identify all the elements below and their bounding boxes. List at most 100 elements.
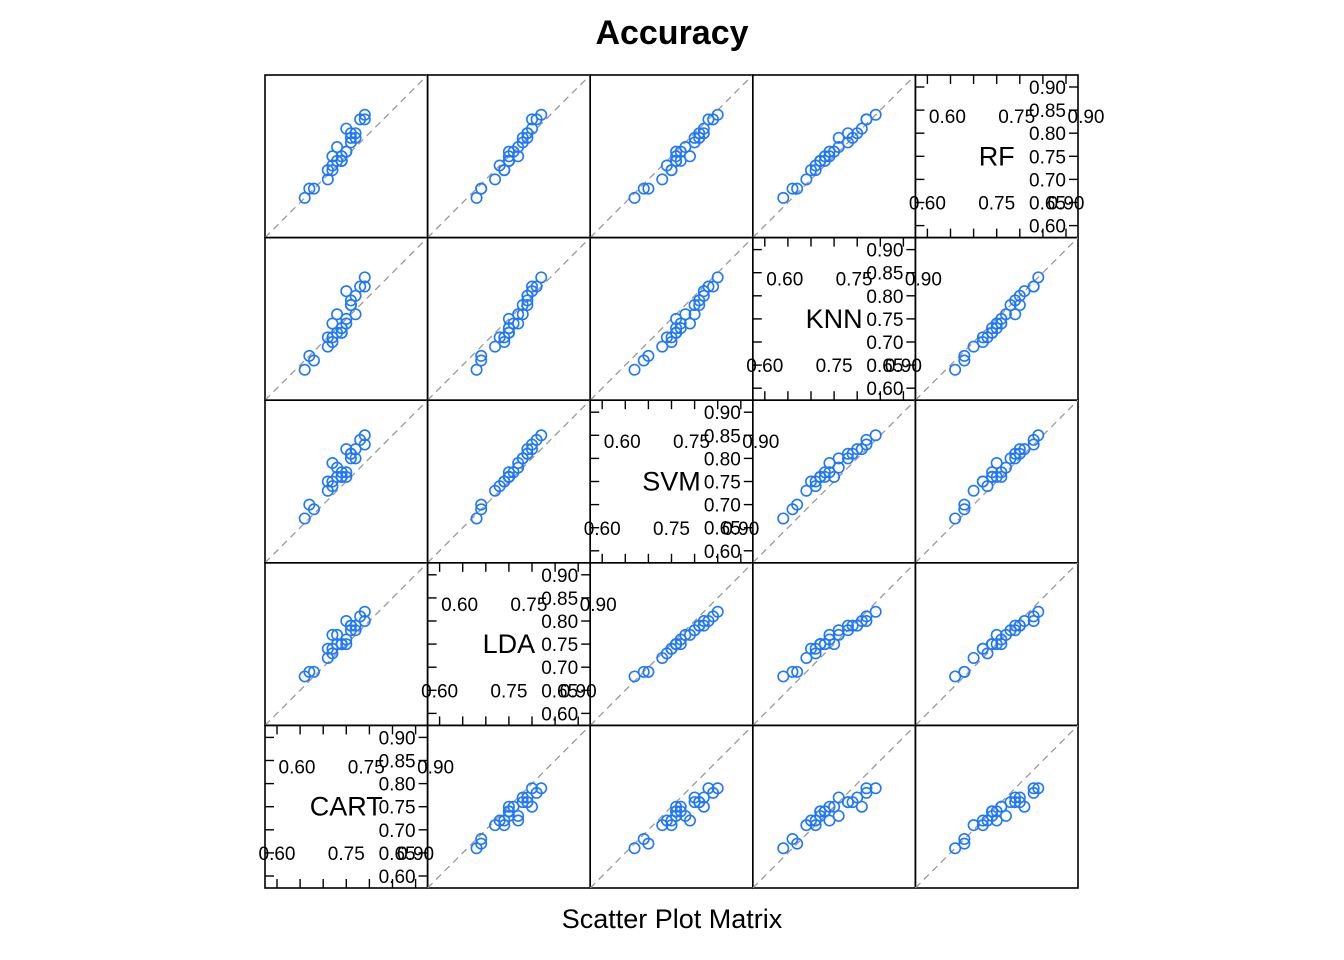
y-tick-label: 0.85 bbox=[379, 752, 416, 773]
data-point bbox=[470, 363, 483, 376]
data-point bbox=[326, 642, 339, 655]
data-point bbox=[637, 182, 650, 195]
data-point bbox=[832, 791, 845, 804]
data-point bbox=[670, 800, 683, 813]
data-point bbox=[512, 317, 525, 330]
data-point bbox=[340, 470, 353, 483]
data-point bbox=[521, 791, 534, 804]
data-point bbox=[800, 173, 813, 186]
data-point bbox=[535, 271, 548, 284]
x-tick-label: 0.60 bbox=[259, 844, 296, 865]
x-tick-label: 0.90 bbox=[560, 681, 597, 702]
data-point bbox=[809, 164, 822, 177]
data-point bbox=[1009, 624, 1022, 637]
panel-rf-vs-rf: RF0.600.650.700.750.800.850.900.60 0.75 0.… bbox=[909, 74, 1104, 239]
variable-name-rf: RF bbox=[979, 141, 1015, 171]
data-point bbox=[326, 331, 339, 344]
panel-cart-vs-lda bbox=[426, 724, 592, 889]
data-point bbox=[331, 461, 344, 474]
data-point bbox=[642, 349, 655, 362]
panel-cart-vs-svm bbox=[589, 724, 754, 889]
data-point bbox=[670, 322, 683, 335]
panel-lda-vs-svm bbox=[589, 561, 754, 727]
panel-lda-vs-rf bbox=[914, 561, 1079, 727]
data-point bbox=[707, 610, 720, 623]
data-point bbox=[525, 113, 538, 126]
panel-rf-vs-knn bbox=[751, 74, 917, 239]
data-point bbox=[493, 159, 506, 172]
data-point bbox=[340, 285, 353, 298]
data-point bbox=[358, 113, 371, 126]
data-point bbox=[502, 145, 515, 158]
data-point bbox=[823, 628, 836, 641]
data-point bbox=[303, 349, 316, 362]
data-point bbox=[809, 647, 822, 660]
panel-svm-vs-lda bbox=[426, 399, 592, 564]
panel-grid: RF0.600.650.700.750.800.850.900.60 0.75 0.… bbox=[259, 74, 1104, 889]
y-tick-label: 0.60 bbox=[866, 379, 903, 400]
data-point bbox=[1009, 452, 1022, 465]
data-point bbox=[670, 154, 683, 167]
x-tick-label: 0.75 bbox=[510, 595, 547, 616]
data-point bbox=[344, 452, 357, 465]
panel-rf-vs-cart bbox=[264, 74, 429, 239]
data-point bbox=[702, 113, 715, 126]
data-point bbox=[999, 809, 1012, 822]
data-point bbox=[832, 452, 845, 465]
data-point bbox=[800, 484, 813, 497]
data-point bbox=[958, 354, 971, 367]
data-point bbox=[475, 503, 488, 516]
data-point bbox=[321, 340, 334, 353]
data-point bbox=[995, 638, 1008, 651]
variable-name-svm: SVM bbox=[642, 467, 701, 497]
data-point bbox=[967, 819, 980, 832]
y-tick-label: 0.70 bbox=[1029, 170, 1066, 191]
data-point bbox=[949, 363, 962, 376]
data-point bbox=[967, 484, 980, 497]
data-point bbox=[958, 833, 971, 846]
data-point bbox=[1009, 796, 1022, 809]
data-point bbox=[670, 145, 683, 158]
data-point bbox=[777, 842, 790, 855]
y-tick-label: 0.90 bbox=[1029, 78, 1066, 99]
data-point bbox=[846, 447, 859, 460]
data-point bbox=[340, 312, 353, 325]
data-point bbox=[981, 647, 994, 660]
data-point bbox=[475, 498, 488, 511]
y-tick-label: 0.90 bbox=[704, 403, 741, 424]
data-point bbox=[809, 480, 822, 493]
data-point bbox=[307, 182, 320, 195]
y-tick-label: 0.90 bbox=[541, 566, 578, 587]
data-point bbox=[512, 308, 525, 321]
y-tick-label: 0.65 bbox=[704, 519, 741, 540]
x-tick-label: 0.90 bbox=[905, 270, 942, 291]
data-point bbox=[869, 605, 882, 618]
data-point bbox=[1009, 447, 1022, 460]
data-point bbox=[688, 796, 701, 809]
panel-svm-vs-cart bbox=[264, 399, 429, 564]
x-tick-label: 0.90 bbox=[417, 757, 454, 778]
data-point bbox=[660, 159, 673, 172]
variable-name-cart: CART bbox=[310, 792, 383, 822]
data-point bbox=[349, 308, 362, 321]
data-point bbox=[303, 498, 316, 511]
data-point bbox=[358, 271, 371, 284]
panel-lda-vs-cart bbox=[264, 561, 429, 727]
y-tick-label: 0.80 bbox=[541, 612, 578, 633]
data-point bbox=[841, 619, 854, 632]
data-point bbox=[949, 670, 962, 683]
data-point bbox=[628, 670, 641, 683]
data-point bbox=[502, 800, 515, 813]
data-point bbox=[470, 191, 483, 204]
data-point bbox=[1027, 438, 1040, 451]
panel-lda-vs-knn bbox=[751, 561, 917, 727]
data-point bbox=[986, 638, 999, 651]
data-point bbox=[489, 173, 502, 186]
data-point bbox=[832, 809, 845, 822]
data-point bbox=[1032, 271, 1045, 284]
data-point bbox=[828, 638, 841, 651]
x-tick-label: 0.75 bbox=[978, 194, 1015, 215]
data-point bbox=[832, 624, 845, 637]
data-point bbox=[331, 141, 344, 154]
